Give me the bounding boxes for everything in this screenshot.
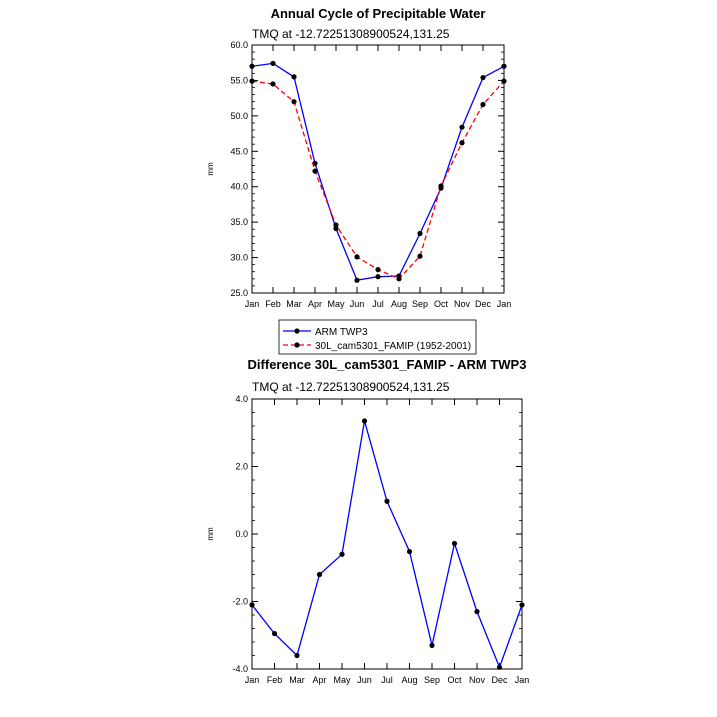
- y-tick-label: 35.0: [230, 217, 248, 227]
- x-tick-label: Jun: [350, 299, 365, 309]
- x-tick-label: Aug: [391, 299, 407, 309]
- legend-marker-famip: [294, 342, 300, 348]
- data-point: [451, 540, 458, 547]
- x-tick-label: Jan: [245, 675, 260, 685]
- legend-label-arm: ARM TWP3: [315, 327, 368, 338]
- legend-marker-arm: [294, 328, 300, 334]
- chart-1-subtitle: TMQ at -12.72251308900524,131.25: [252, 27, 450, 41]
- x-tick-label: Jan: [245, 299, 260, 309]
- data-point: [384, 498, 390, 504]
- y-tick-label: -2.0: [232, 597, 248, 607]
- x-tick-label: Feb: [267, 675, 283, 685]
- y-tick-label: 0.0: [235, 529, 248, 539]
- data-point: [375, 267, 381, 273]
- data-point: [249, 602, 255, 608]
- data-point: [496, 664, 503, 670]
- x-tick-label: Mar: [289, 675, 305, 685]
- plot-frame: [251, 398, 523, 670]
- series-line-0: [251, 420, 523, 670]
- x-tick-label: Aug: [401, 675, 417, 685]
- data-point: [459, 140, 465, 146]
- y-tick-label: 50.0: [230, 111, 248, 121]
- x-tick-label: Jul: [372, 299, 384, 309]
- data-point: [501, 78, 507, 84]
- y-tick-label: -4.0: [232, 664, 248, 674]
- data-point: [417, 253, 423, 259]
- legend-label-famip: 30L_cam5301_FAMIP (1952-2001): [315, 341, 471, 352]
- data-point: [294, 652, 300, 659]
- data-point: [270, 60, 276, 67]
- x-tick-label: May: [327, 299, 345, 309]
- data-point: [474, 609, 480, 615]
- plot-frame: [251, 44, 505, 294]
- chart-1-y-axis-label: mm: [206, 162, 215, 176]
- legend-box: [278, 319, 477, 355]
- x-tick-label: Mar: [286, 299, 302, 309]
- data-point: [438, 183, 444, 189]
- series-line-0: [251, 62, 505, 281]
- chart-1-plot: 25.0 30.0 35.0 40.0 45.0 50.0 55.0 60.0 Jan Feb Ma…: [230, 40, 511, 309]
- x-tick-label: Dec: [475, 299, 492, 309]
- y-tick-label: 40.0: [230, 182, 248, 192]
- y-tick-label: 2.0: [235, 462, 248, 472]
- data-point: [519, 602, 525, 608]
- data-point: [501, 63, 507, 69]
- chart-1-title: Annual Cycle of Precipitable Water: [271, 6, 486, 21]
- data-point: [333, 222, 339, 228]
- y-tick-label: 4.0: [235, 394, 248, 404]
- x-tick-label: Nov: [469, 675, 486, 685]
- data-point: [271, 630, 278, 637]
- x-tick-label: Nov: [454, 299, 471, 309]
- y-tick-label: 55.0: [230, 75, 248, 85]
- data-point: [459, 124, 465, 130]
- data-point: [361, 418, 368, 424]
- data-point: [312, 168, 318, 174]
- x-tick-label: Dec: [491, 675, 508, 685]
- data-point: [480, 74, 486, 81]
- y-tick-label: 25.0: [230, 288, 248, 298]
- y-tick-label: 60.0: [230, 40, 248, 50]
- x-tick-label: Sep: [424, 675, 440, 685]
- chart-1-legend: ARM TWP3 30L_cam5301_FAMIP (1952-2001): [278, 319, 477, 355]
- x-tick-label: Jun: [357, 675, 372, 685]
- data-point: [417, 230, 423, 237]
- data-point: [354, 254, 360, 260]
- chart-2-title: Difference 30L_cam5301_FAMIP - ARM TWP3: [248, 357, 527, 372]
- x-tick-label: Feb: [265, 299, 281, 309]
- series-line-1: [251, 80, 505, 280]
- data-point: [249, 78, 255, 84]
- data-point: [375, 274, 381, 280]
- y-tick-label: 45.0: [230, 146, 248, 156]
- data-point: [396, 276, 402, 282]
- data-point: [270, 81, 276, 87]
- chart-2-y-axis-label: mm: [206, 527, 215, 541]
- data-point: [406, 548, 413, 555]
- data-point: [339, 551, 345, 557]
- data-point: [480, 101, 486, 108]
- data-point: [291, 99, 297, 105]
- x-tick-label: Jan: [515, 675, 530, 685]
- x-tick-label: Oct: [434, 299, 449, 309]
- x-tick-label: Jan: [497, 299, 512, 309]
- x-tick-label: Sep: [412, 299, 428, 309]
- x-tick-label: Apr: [308, 299, 322, 309]
- x-tick-label: May: [333, 675, 351, 685]
- data-point: [316, 571, 323, 578]
- x-tick-label: Jul: [381, 675, 393, 685]
- data-point: [429, 642, 435, 648]
- chart-2-plot: -4.0 -2.0 0.0 2.0 4.0 Jan Feb Mar Apr May Jun Jul Au…: [232, 394, 529, 685]
- chart-2-subtitle: TMQ at -12.72251308900524,131.25: [252, 380, 450, 394]
- data-point: [354, 277, 360, 283]
- data-point: [291, 74, 297, 80]
- x-tick-label: Oct: [447, 675, 462, 685]
- x-tick-label: Apr: [312, 675, 326, 685]
- data-point: [249, 63, 255, 69]
- y-tick-label: 30.0: [230, 253, 248, 263]
